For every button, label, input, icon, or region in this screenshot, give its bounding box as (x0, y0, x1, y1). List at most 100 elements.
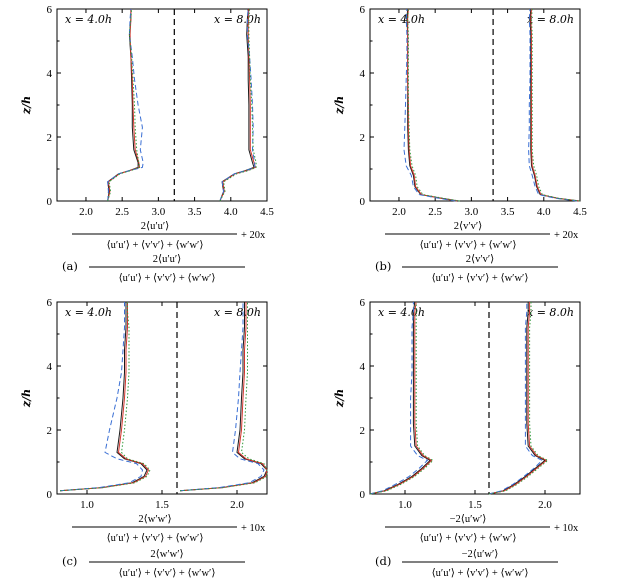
x-tick-label: 1.5 (155, 499, 169, 511)
series-line-blue-dashed (488, 302, 544, 495)
caption-numerator: 2⟨w′w′⟩ (150, 549, 183, 560)
panel-b: 0 2 4 6 2.0 2.5 3.0 3.5 4.0 4.5 z/h x = 4.0h x = 8.0… (333, 4, 587, 284)
series-line-solid-solid (59, 302, 148, 492)
y-tick-label: 2 (360, 425, 366, 437)
x-tick-label: 1.0 (80, 499, 94, 511)
caption-denominator: ⟨u′u′⟩ + ⟨v′v′⟩ + ⟨w′w′⟩ (432, 568, 529, 579)
caption-denominator: ⟨u′u′⟩ + ⟨v′v′⟩ + ⟨w′w′⟩ (119, 568, 216, 579)
series-line-green-dotted (59, 302, 151, 492)
x-tick-label: 2.0 (538, 499, 552, 511)
series-line-red-solid (59, 302, 150, 492)
y-tick-label: 0 (360, 489, 366, 501)
series-line-green-dotted (219, 8, 257, 202)
y-tick-label: 6 (47, 4, 53, 16)
series-line-green-dotted (407, 8, 460, 202)
station-label-right: x = 8.0h (527, 306, 574, 319)
y-tick-label: 2 (360, 132, 366, 144)
caption-numerator: 2⟨u′u′⟩ (153, 254, 182, 265)
series-line-solid-solid (179, 302, 268, 492)
x-tick-label: 2.5 (428, 206, 442, 218)
y-axis-label: z/h (20, 389, 33, 408)
series-line-red-solid (219, 8, 257, 202)
station-label-left: x = 4.0h (65, 306, 112, 319)
x-tick-label: 2.0 (79, 206, 93, 218)
series-line-blue-dashed (179, 302, 265, 492)
series-line-green-dotted (530, 8, 581, 202)
x-tick-label: 2.0 (392, 206, 406, 218)
y-tick-label: 6 (47, 297, 53, 309)
series-line-red-solid (369, 301, 433, 495)
x-tick-label: 3.5 (501, 206, 515, 218)
y-axis-label: z/h (20, 96, 33, 115)
xlabel-denominator: ⟨u′u′⟩ + ⟨v′v′⟩ + ⟨w′w′⟩ (107, 240, 204, 251)
x-tick-label: 2.5 (115, 206, 129, 218)
series-line-red-solid (488, 302, 548, 495)
series-line-blue-dashed (369, 302, 429, 495)
x-tick-label: 3.0 (152, 206, 166, 218)
x-tick-label: 3.0 (465, 206, 479, 218)
x-tick-label: 3.5 (188, 206, 202, 218)
series-line-red-solid (530, 8, 579, 202)
series-line-green-dotted (179, 302, 268, 492)
xlabel-denominator: ⟨u′u′⟩ + ⟨v′v′⟩ + ⟨w′w′⟩ (107, 533, 204, 544)
station-label-right: x = 8.0h (527, 13, 574, 26)
station-label-right: x = 8.0h (214, 13, 261, 26)
x-tick-label: 1.5 (468, 499, 482, 511)
axes-frame (56, 8, 268, 202)
xlabel-suffix: + 10x (554, 523, 579, 534)
y-tick-label: 2 (47, 425, 53, 437)
axes-frame (56, 301, 268, 495)
y-axis-label: z/h (333, 96, 346, 115)
xlabel-numerator: −2⟨u′w′⟩ (450, 514, 487, 525)
y-tick-label: 6 (360, 297, 366, 309)
panel-c: 0 2 4 6 1.0 1.5 2.0 z/h x = 4.0h x = 8.0h 2⟨w′w′⟩ ⟨… (20, 297, 268, 579)
panel-caption-label: (a) (62, 259, 78, 273)
panel-caption-label: (d) (375, 554, 391, 568)
series-line-green-dotted (107, 8, 141, 202)
station-label-left: x = 4.0h (378, 13, 425, 26)
series-line-blue-dashed (219, 8, 256, 202)
panel-caption-label: (b) (375, 259, 391, 273)
series-line-blue-dashed (403, 8, 456, 202)
axes-frame (369, 301, 581, 495)
y-tick-label: 0 (360, 196, 366, 208)
xlabel-numerator: 2⟨u′u′⟩ (141, 221, 170, 232)
xlabel-suffix: + 10x (241, 523, 266, 534)
y-tick-label: 4 (47, 361, 53, 373)
caption-denominator: ⟨u′u′⟩ + ⟨v′v′⟩ + ⟨w′w′⟩ (119, 273, 216, 284)
series-line-blue-dashed (59, 302, 144, 492)
y-tick-label: 4 (360, 361, 366, 373)
xlabel-denominator: ⟨u′u′⟩ + ⟨v′v′⟩ + ⟨w′w′⟩ (420, 240, 517, 251)
series-line-red-solid (179, 302, 268, 492)
y-tick-label: 2 (47, 132, 53, 144)
series-line-solid-solid (406, 8, 459, 202)
xlabel-numerator: 2⟨v′v′⟩ (454, 221, 483, 232)
series-line-green-dotted (369, 302, 434, 495)
station-label-right: x = 8.0h (214, 306, 261, 319)
x-tick-label: 4.0 (537, 206, 551, 218)
x-tick-label: 1.0 (398, 499, 412, 511)
y-tick-label: 6 (360, 4, 366, 16)
series-line-solid-solid (488, 302, 546, 495)
series-line-solid-solid (369, 301, 432, 495)
panel-caption-label: (c) (62, 554, 77, 568)
caption-numerator: −2⟨u′w′⟩ (462, 549, 499, 560)
station-label-left: x = 4.0h (65, 13, 112, 26)
xlabel-denominator: ⟨u′u′⟩ + ⟨v′v′⟩ + ⟨w′w′⟩ (420, 533, 517, 544)
panel-a: 0 2 4 6 2.0 2.5 3.0 3.5 4.0 4.5 z/h x = 4.0h x = 8.0… (20, 4, 274, 284)
y-tick-label: 0 (47, 489, 53, 501)
caption-denominator: ⟨u′u′⟩ + ⟨v′v′⟩ + ⟨w′w′⟩ (432, 273, 529, 284)
x-tick-label: 4.0 (224, 206, 238, 218)
xlabel-suffix: + 20x (554, 230, 579, 241)
xlabel-numerator: 2⟨w′w′⟩ (138, 514, 171, 525)
y-tick-label: 4 (47, 68, 53, 80)
x-tick-label: 4.5 (260, 206, 274, 218)
caption-numerator: 2⟨v′v′⟩ (466, 254, 495, 265)
station-label-left: x = 4.0h (378, 306, 425, 319)
series-line-red-solid (407, 8, 457, 202)
y-tick-label: 0 (47, 196, 53, 208)
series-line-green-dotted (488, 302, 549, 495)
series-line-blue-dashed (528, 8, 578, 202)
xlabel-suffix: + 20x (241, 230, 266, 241)
